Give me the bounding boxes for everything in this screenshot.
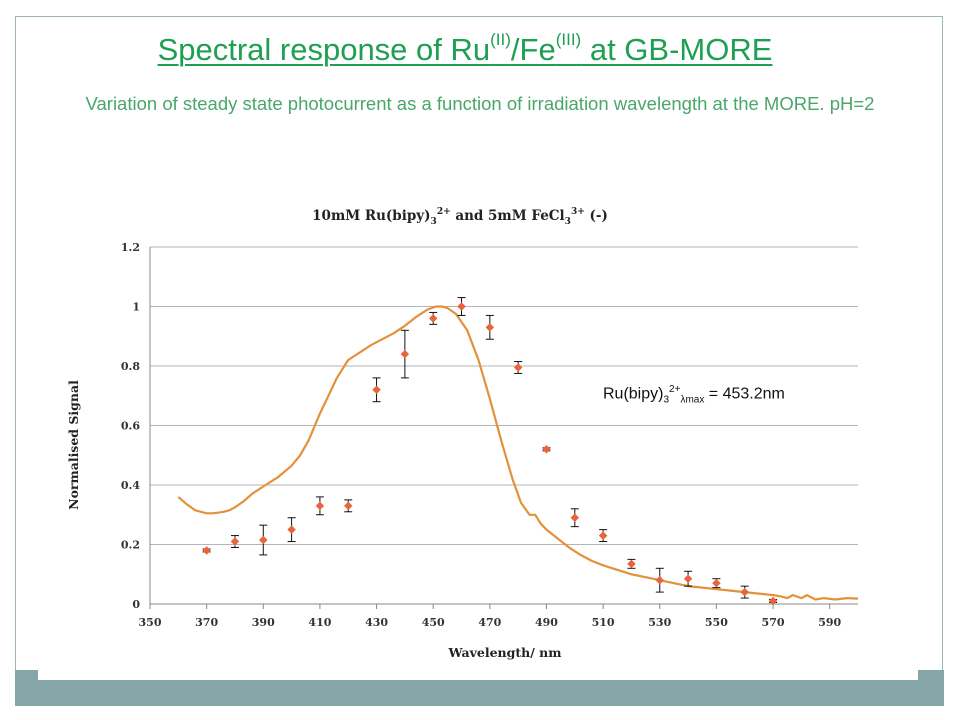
x-tick-label: 590 (818, 616, 841, 629)
y-tick-label: 1.2 (121, 241, 140, 254)
data-point (542, 445, 551, 454)
y-tick-label: 0.4 (121, 479, 140, 492)
lambda-max-annotation: Ru(bipy)32+λmax = 453.2nm (603, 384, 785, 406)
data-point (457, 302, 466, 311)
data-point (202, 546, 211, 555)
spectral-chart: 10mM Ru(bipy)32+ and 5mM FeCl33+ (-) 350… (66, 207, 859, 660)
y-tick-label: 0.2 (121, 539, 140, 552)
data-point (513, 363, 523, 372)
data-point (712, 578, 721, 588)
y-tick-label: 0.6 (121, 420, 140, 433)
x-tick-label: 510 (592, 616, 615, 629)
data-point (372, 385, 381, 395)
x-tick-label: 350 (139, 616, 162, 629)
slide-title: Spectral response of Ru(II)/Fe(III) at G… (157, 30, 773, 67)
absorbance-line-series (177, 305, 859, 601)
x-tick-label: 470 (478, 616, 501, 629)
data-point (485, 323, 495, 332)
x-tick-labels: 350 370 390 410 430 450 470 490 510 530 550 570 590 (139, 616, 842, 629)
y-tick-label: 0 (132, 598, 140, 611)
x-tick-label: 570 (762, 616, 785, 629)
data-point (683, 574, 693, 583)
data-point (315, 501, 325, 511)
slide-subtitle: Variation of steady state photocurrent a… (85, 93, 875, 114)
x-axis-label: Wavelength/ nm (448, 645, 562, 660)
y-tick-label: 0.8 (121, 360, 140, 373)
photocurrent-point-series (202, 297, 778, 606)
data-point (343, 501, 353, 511)
y-axis-label: Normalised Signal (66, 380, 81, 510)
x-tick-label: 370 (195, 616, 218, 629)
x-tick-label: 450 (422, 616, 445, 629)
y-tick-label: 1 (132, 301, 140, 314)
data-point (598, 531, 608, 540)
x-tick-label: 530 (648, 616, 671, 629)
data-point (259, 535, 268, 545)
x-tick-label: 410 (308, 616, 331, 629)
x-tick-label: 430 (365, 616, 388, 629)
data-point (655, 575, 665, 585)
x-tick-label: 550 (705, 616, 728, 629)
chart-gridlines (150, 246, 858, 545)
data-point (428, 314, 438, 323)
data-point (287, 525, 296, 534)
spectrum-line (177, 305, 859, 601)
y-tick-labels: 0 0.2 0.4 0.6 0.8 1 1.2 (121, 241, 140, 611)
data-point (740, 587, 749, 597)
data-point (230, 537, 240, 546)
data-point (570, 513, 580, 522)
footer-bar-inset (38, 670, 918, 680)
data-point (627, 559, 636, 569)
x-tick-label: 390 (252, 616, 275, 629)
chart-axes (149, 247, 858, 609)
chart-title: 10mM Ru(bipy)32+ and 5mM FeCl33+ (-) (312, 207, 608, 227)
x-tick-label: 490 (535, 616, 558, 629)
data-point (400, 349, 410, 359)
data-point (768, 596, 778, 606)
